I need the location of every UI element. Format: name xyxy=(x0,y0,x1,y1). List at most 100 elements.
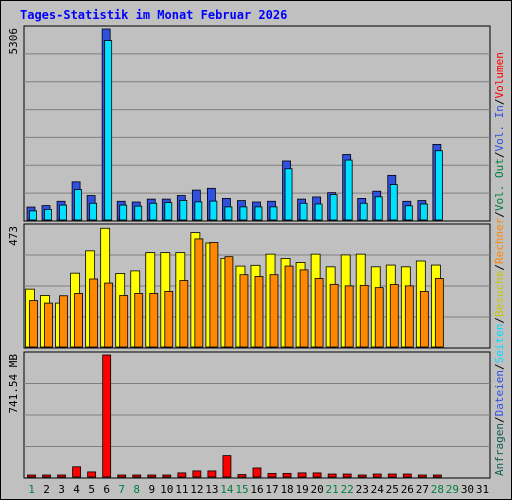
bar-rechner-body xyxy=(104,282,114,348)
bar-rechner-body xyxy=(209,242,219,348)
bar-rechner xyxy=(89,278,99,348)
bar-seiten xyxy=(419,203,428,221)
bar-seiten xyxy=(209,200,218,221)
bar-seiten xyxy=(59,204,67,221)
plot-area-top xyxy=(23,25,491,222)
bar-seiten xyxy=(179,200,188,221)
bar-rechner-body xyxy=(179,280,189,348)
bar-rechner xyxy=(29,300,38,348)
bar-volumen-body xyxy=(72,466,81,478)
day-label: 24 xyxy=(371,483,385,496)
bar-rechner xyxy=(389,284,399,348)
bar-volumen xyxy=(402,473,412,478)
bar-volumen-body xyxy=(267,472,277,478)
bar-seiten xyxy=(164,202,173,221)
bar-rechner-body xyxy=(314,278,324,348)
day-label: 19 xyxy=(295,483,308,496)
bar-rechner xyxy=(344,285,354,348)
bar-rechner-body xyxy=(344,285,354,348)
bar-volumen xyxy=(27,474,36,478)
bar-rechner-body xyxy=(239,274,249,348)
day-label: 2 xyxy=(43,483,50,496)
bar-seiten xyxy=(314,203,323,221)
bar-rechner xyxy=(374,287,384,348)
legend-item: / xyxy=(493,317,506,324)
bar-volumen xyxy=(417,474,427,478)
bar-volumen-body xyxy=(42,474,51,478)
legend-item: / xyxy=(493,151,506,158)
legend-item: / xyxy=(493,416,506,423)
bar-rechner xyxy=(419,291,429,348)
bar-rechner xyxy=(284,265,294,348)
bar-volumen xyxy=(207,470,217,478)
bar-rechner xyxy=(269,274,279,348)
bar-rechner-body xyxy=(74,293,83,348)
bar-rechner-body xyxy=(404,285,414,348)
legend-item: Anfragen xyxy=(493,423,506,476)
bar-volumen-body xyxy=(132,474,142,478)
bar-seiten-body xyxy=(299,202,308,221)
bar-seiten xyxy=(389,184,398,221)
panel-bottom: 741.54 MB xyxy=(7,351,491,479)
bar-seiten xyxy=(239,206,248,221)
bar-rechner xyxy=(134,293,144,348)
scale-label-bottom: 741.54 MB xyxy=(7,354,20,414)
bar-rechner-body xyxy=(29,300,38,348)
bar-seiten-body xyxy=(344,159,353,221)
bar-rechner-body xyxy=(434,278,444,348)
bar-seiten xyxy=(149,202,158,221)
bar-rechner xyxy=(104,282,114,348)
bar-volumen xyxy=(87,471,97,478)
bar-volumen-body xyxy=(147,474,157,478)
bar-rechner-body xyxy=(224,256,234,348)
day-label: 5 xyxy=(88,483,95,496)
bar-volumen-body xyxy=(252,467,262,478)
bar-seiten-body xyxy=(179,200,188,221)
bar-rechner-body xyxy=(194,238,204,348)
bar-volumen-body xyxy=(342,473,352,478)
bar-rechner xyxy=(119,295,129,348)
bar-volumen-body xyxy=(192,470,202,478)
bar-rechner xyxy=(209,242,219,348)
bar-rechner xyxy=(254,276,264,348)
bar-rechner-body xyxy=(284,265,294,348)
bar-rechner xyxy=(74,293,83,348)
bar-rechner xyxy=(179,280,189,348)
bar-volumen xyxy=(57,474,66,478)
bar-seiten-body xyxy=(89,202,98,221)
scale-label-top: 5306 xyxy=(7,28,20,55)
bar-rechner-body xyxy=(89,278,99,348)
bar-seiten-body xyxy=(59,204,67,221)
legend-item: Besuche xyxy=(493,271,506,317)
day-label: 11 xyxy=(175,483,188,496)
bar-seiten xyxy=(434,150,443,221)
bar-seiten-body xyxy=(104,40,113,221)
bar-volumen xyxy=(252,467,262,478)
bar-seiten xyxy=(374,196,383,221)
legend-item: / xyxy=(493,264,506,271)
bar-volumen xyxy=(327,473,337,478)
legend-item: Vol. Out xyxy=(493,158,506,211)
legend-item: Vol. In xyxy=(493,105,506,151)
bar-rechner-body xyxy=(359,284,369,348)
bar-volumen-body xyxy=(222,455,232,478)
bar-rechner-body xyxy=(374,287,384,348)
panel-top: 5306 xyxy=(7,25,491,222)
day-label: 25 xyxy=(386,483,399,496)
bar-volumen-body xyxy=(312,472,322,478)
day-label: 20 xyxy=(311,483,324,496)
bar-volumen-body xyxy=(432,474,442,478)
bar-rechner xyxy=(239,274,249,348)
bar-rechner xyxy=(299,269,309,348)
bar-seiten xyxy=(134,205,143,221)
bar-volumen xyxy=(432,474,442,478)
bar-seiten xyxy=(104,40,113,221)
bar-volumen-body xyxy=(117,474,127,478)
bar-rechner xyxy=(149,293,159,348)
panel-middle: 473 xyxy=(7,223,491,349)
bar-seiten xyxy=(74,189,82,221)
bar-seiten-body xyxy=(149,202,158,221)
legend-item: Dateien xyxy=(493,370,506,416)
scale-label-middle: 473 xyxy=(7,226,20,246)
